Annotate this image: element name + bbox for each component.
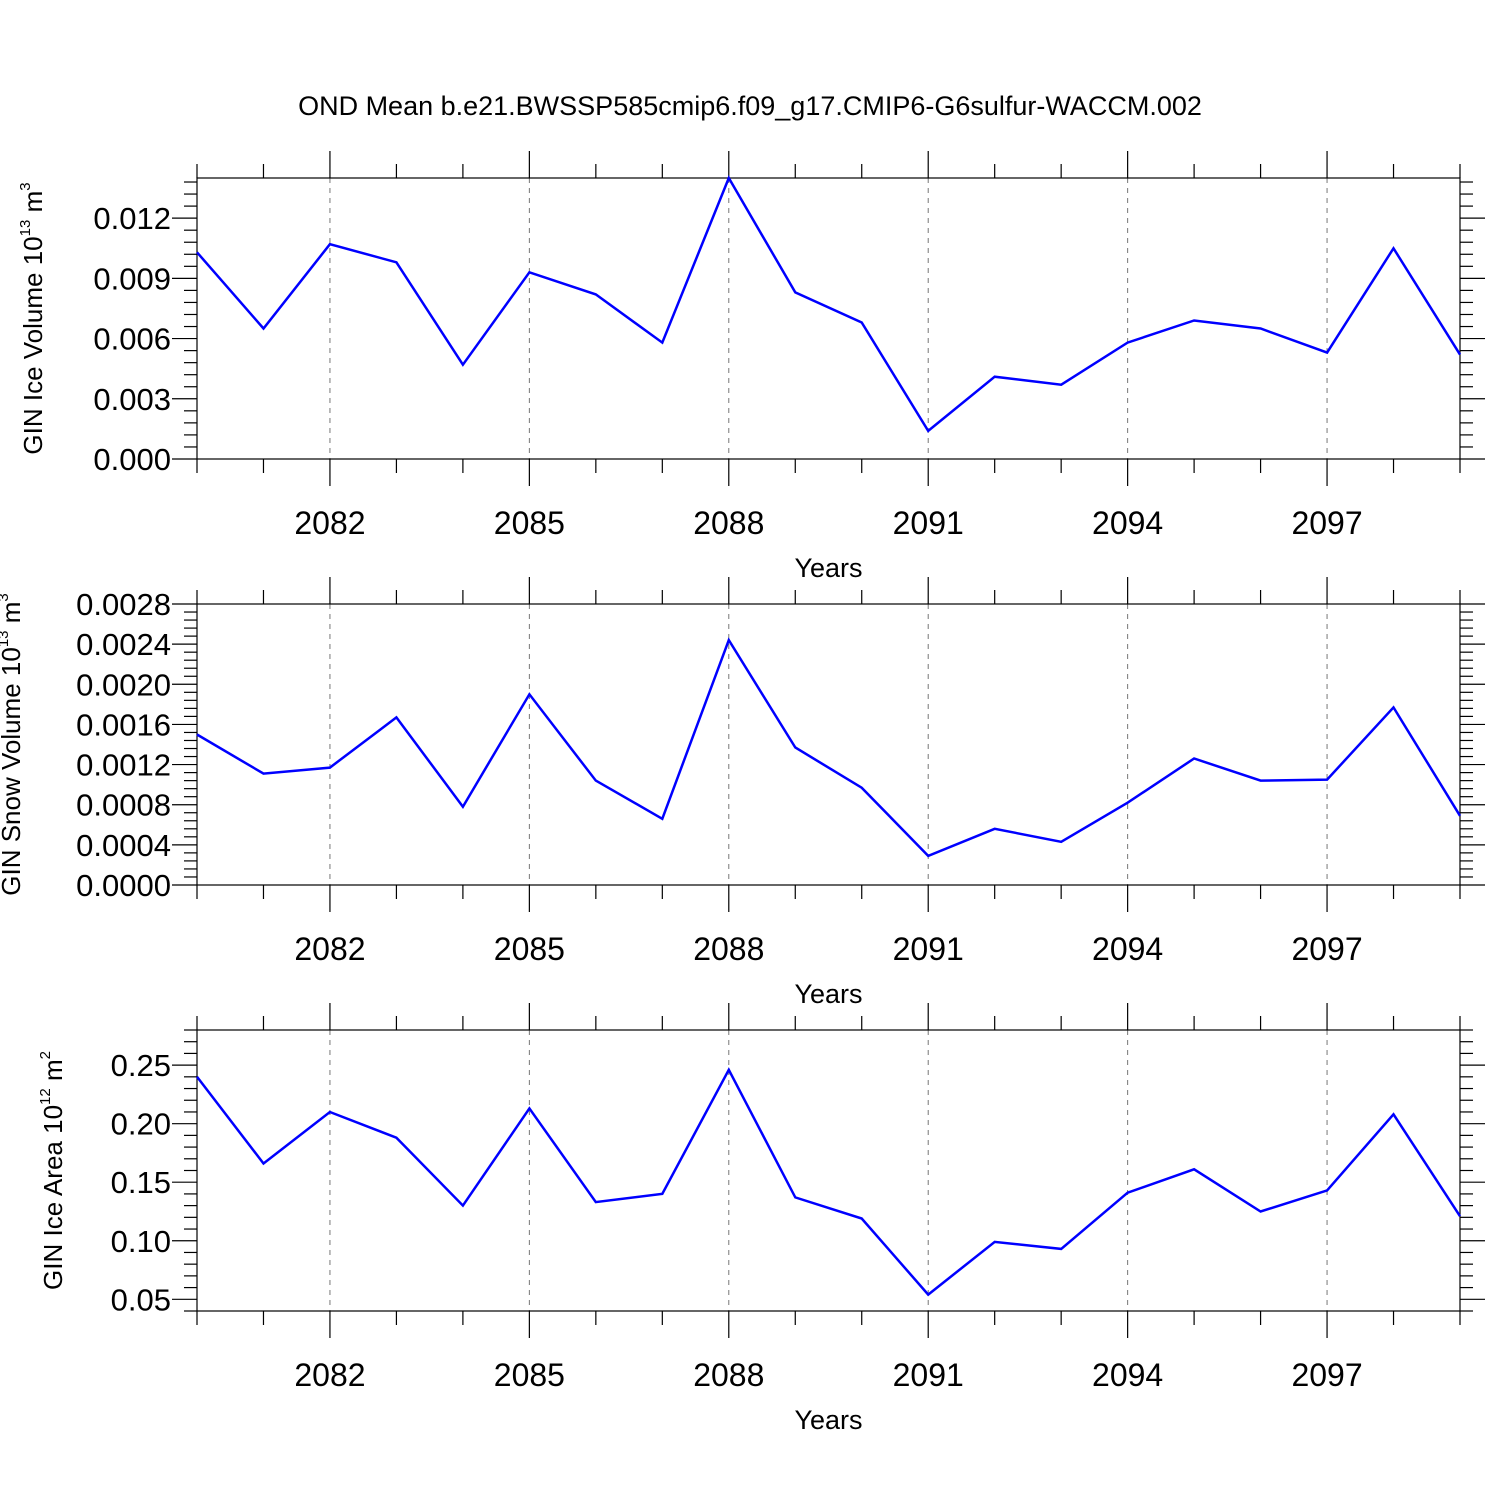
y-tick-label: 0.009	[93, 261, 171, 296]
x-axis-title: Years	[794, 1405, 862, 1435]
chart-panel-3: 0.05 0.10 0.15 0.20 0.25 2082 2085 2088 2091 2094…	[37, 1003, 1485, 1435]
x-tick-label: 2088	[693, 505, 764, 541]
x-tick-label: 2094	[1092, 505, 1163, 541]
y-tick-label: 0.0004	[76, 828, 171, 863]
x-tick-label: 2091	[893, 931, 964, 967]
y-tick-label: 0.05	[111, 1282, 171, 1317]
y-tick-label: 0.003	[93, 382, 171, 417]
y-tick-label: 0.0008	[76, 788, 171, 823]
x-tick-label: 2091	[893, 1357, 964, 1393]
y-tick-label: 0.25	[111, 1048, 171, 1083]
x-tick-label: 2082	[294, 1357, 365, 1393]
y-tick-label: 0.15	[111, 1165, 171, 1200]
x-axis-title: Years	[794, 553, 862, 583]
plot-frame	[196, 1029, 1461, 1312]
chart-panel-2: 0.0000 0.0004 0.0008 0.0012 0.0016 0.0020 0.00…	[0, 577, 1485, 1009]
y-tick-label: 0.000	[93, 442, 171, 477]
y-tick-label: 0.0028	[76, 587, 171, 622]
y-tick-label: 0.0016	[76, 707, 171, 742]
y-tick-label: 0.0012	[76, 748, 171, 783]
y-axis-title: GIN Snow Volume 1013 m3	[0, 593, 26, 896]
x-axis-title: Years	[794, 979, 862, 1009]
y-tick-label: 0.0020	[76, 667, 171, 702]
y-tick-label: 0.0024	[76, 627, 171, 662]
series-line	[196, 1067, 1462, 1297]
plot-frame	[196, 177, 1461, 460]
plot-frame	[196, 603, 1461, 886]
x-tick-label: 2091	[893, 505, 964, 541]
y-tick-label: 0.006	[93, 322, 171, 357]
x-tick-label: 2085	[494, 505, 565, 541]
x-tick-label: 2094	[1092, 1357, 1163, 1393]
series-line	[196, 637, 1462, 858]
x-tick-label: 2085	[494, 1357, 565, 1393]
y-tick-label: 0.012	[93, 201, 171, 236]
figure-title: OND Mean b.e21.BWSSP585cmip6.f09_g17.CMI…	[298, 91, 1202, 121]
x-tick-label: 2082	[294, 505, 365, 541]
chart-panel-1: 0.000 0.003 0.006 0.009 0.012 2082 2085 2088 209…	[17, 151, 1485, 583]
x-tick-label: 2097	[1291, 1357, 1362, 1393]
y-tick-label: 0.0000	[76, 868, 171, 903]
y-axis-title: GIN Ice Area 1012 m2	[37, 1051, 68, 1290]
y-tick-label: 0.10	[111, 1224, 171, 1259]
x-tick-label: 2097	[1291, 931, 1362, 967]
series-line	[196, 175, 1462, 433]
x-tick-label: 2085	[494, 931, 565, 967]
x-tick-label: 2088	[693, 1357, 764, 1393]
x-tick-label: 2082	[294, 931, 365, 967]
x-tick-label: 2097	[1291, 505, 1362, 541]
y-tick-label: 0.20	[111, 1107, 171, 1142]
y-axis-title: GIN Ice Volume 1013 m3	[17, 182, 48, 454]
x-tick-label: 2088	[693, 931, 764, 967]
x-tick-label: 2094	[1092, 931, 1163, 967]
